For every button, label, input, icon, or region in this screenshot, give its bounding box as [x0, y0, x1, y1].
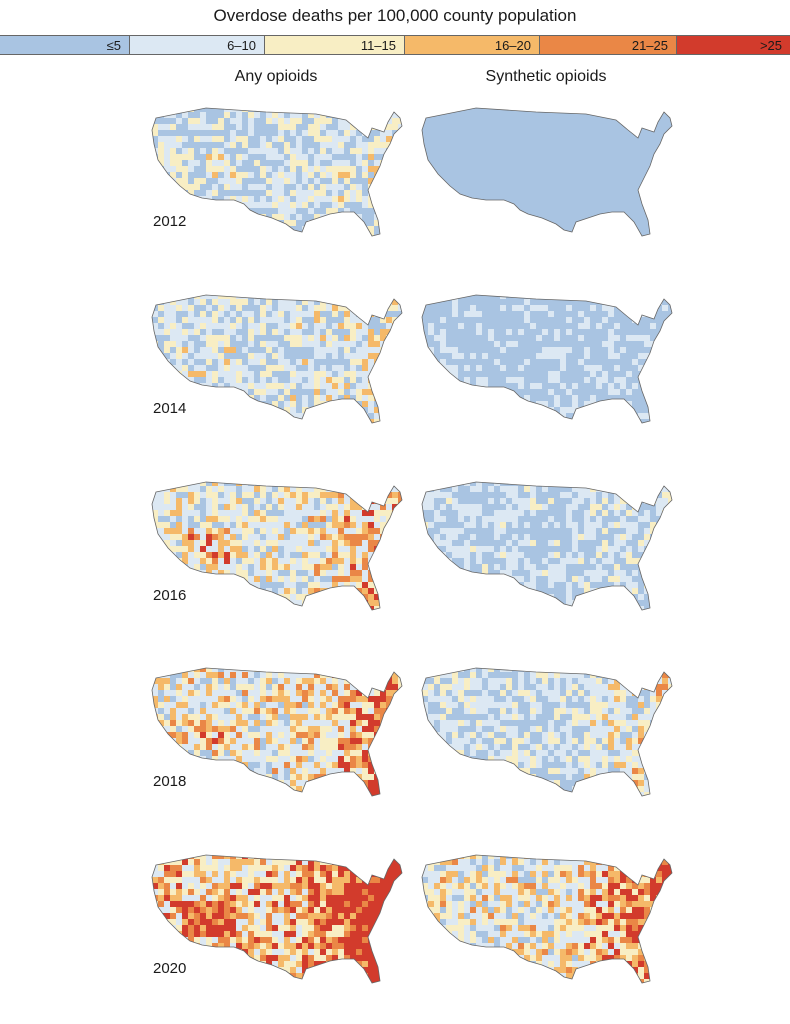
year-label-2016: 2016 [153, 587, 187, 604]
choropleth-map-any-2014 [151, 294, 403, 424]
legend-bin-16-20: 16–20 [405, 36, 540, 54]
choropleth-map-synthetic-2012 [421, 107, 673, 237]
legend-title: Overdose deaths per 100,000 county popul… [213, 6, 577, 25]
county-cells [152, 295, 402, 423]
choropleth-map-synthetic-2014 [421, 294, 673, 424]
choropleth-map-synthetic-2016 [421, 481, 673, 611]
column-header-synthetic-opioids: Synthetic opioids [485, 68, 607, 85]
county-cells [422, 855, 672, 983]
legend-bin-label: 16–20 [494, 37, 531, 53]
choropleth-map-any-2020 [151, 854, 403, 984]
legend-bin-label: 6–10 [227, 37, 256, 53]
county-cells [152, 668, 402, 796]
legend-bar: ≤5 6–10 11–15 16–20 21–25 >25 [0, 35, 790, 55]
legend-bin-label: 21–25 [631, 37, 668, 53]
choropleth-map-any-2016 [151, 481, 403, 611]
county-cells [422, 295, 672, 423]
legend-bin-le5: ≤5 [0, 36, 130, 54]
county-cells [422, 668, 672, 796]
legend-bin-6-10: 6–10 [130, 36, 265, 54]
legend-bin-11-15: 11–15 [265, 36, 405, 54]
choropleth-map-synthetic-2020 [421, 854, 673, 984]
county-cells [422, 108, 672, 236]
choropleth-map-any-2012 [151, 107, 403, 237]
legend-bin-21-25: 21–25 [540, 36, 677, 54]
year-label-2020: 2020 [153, 960, 187, 977]
choropleth-map-synthetic-2018 [421, 667, 673, 797]
legend-bin-label: >25 [759, 37, 782, 53]
year-label-2012: 2012 [153, 213, 187, 230]
legend-bin-label: 11–15 [360, 37, 396, 53]
county-cells [152, 108, 402, 236]
county-cells [152, 855, 402, 983]
column-header-any-opioids: Any opioids [234, 68, 318, 85]
legend-bin-gt25: >25 [677, 36, 790, 54]
year-label-2018: 2018 [153, 773, 187, 790]
legend-bin-label: ≤5 [106, 37, 121, 53]
county-cells [422, 482, 672, 610]
county-cells [152, 482, 402, 610]
choropleth-map-any-2018 [151, 667, 403, 797]
year-label-2014: 2014 [153, 400, 187, 417]
